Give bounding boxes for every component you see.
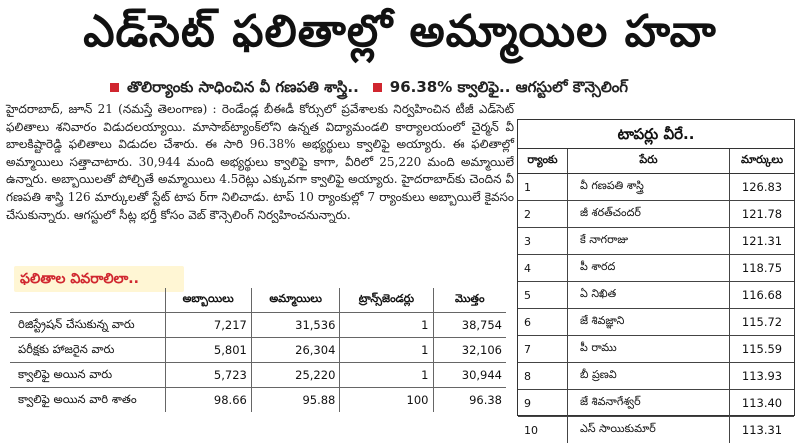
column-header-marks: మార్కులు: [730, 149, 795, 174]
cell: 95.88: [251, 388, 340, 413]
name-cell: జే శివనాగేశ్వర్: [568, 390, 730, 417]
column-header: [10, 288, 165, 313]
cell: 1: [340, 313, 433, 338]
subhead-item-2: 96.38% క్వాలిఫై.. ఆగస్టులో కౌన్సెలింగ్: [390, 78, 628, 96]
cell: 32,106: [433, 338, 506, 363]
bullet-icon: [110, 83, 119, 92]
rank-cell: 2: [518, 201, 568, 228]
rank-cell: 5: [518, 282, 568, 309]
column-header-total: మొత్తం: [433, 288, 506, 313]
table-row: పరీక్షకు హాజరైన వారు 5,801 26,304 1 32,1…: [10, 338, 506, 363]
marks-cell: 126.83: [730, 174, 795, 201]
column-header-transgender: ట్రాన్స్‌జెండర్లు: [340, 288, 433, 313]
name-cell: వీ గణపతి శాస్త్రి: [568, 174, 730, 201]
subheadline: తొలిర్యాంకు సాధించిన వీ గణపతి శాస్త్రి..…: [110, 74, 790, 100]
rank-cell: 9: [518, 390, 568, 417]
column-header-girls: అమ్మాయిలు: [251, 288, 340, 313]
column-header-boys: అబ్బాయిలు: [165, 288, 251, 313]
table-row: రిజిస్ట్రేషన్ చేసుకున్న వారు 7,217 31,53…: [10, 313, 506, 338]
cell: 1: [340, 363, 433, 388]
marks-cell: 121.78: [730, 201, 795, 228]
row-label: రిజిస్ట్రేషన్ చేసుకున్న వారు: [10, 313, 165, 338]
name-cell: పీ శారద: [568, 255, 730, 282]
marks-cell: 115.59: [730, 336, 795, 363]
cell: 5,723: [165, 363, 251, 388]
rank-cell: 3: [518, 228, 568, 255]
column-header-name: పేరు: [568, 149, 730, 174]
toppers-title: టాపర్లు వీరే..: [518, 120, 794, 149]
cell: 1: [340, 338, 433, 363]
cell: 26,304: [251, 338, 340, 363]
name-cell: కే నాగరాజు: [568, 228, 730, 255]
name-cell: జే శివజ్ఞాని: [568, 309, 730, 336]
table-header-row: అబ్బాయిలు అమ్మాయిలు ట్రాన్స్‌జెండర్లు మొ…: [10, 288, 506, 313]
cell: 7,217: [165, 313, 251, 338]
name-cell: ఏ నిఖిత: [568, 282, 730, 309]
rank-cell: 1: [518, 174, 568, 201]
cell: 100: [340, 388, 433, 413]
cell: 31,536: [251, 313, 340, 338]
cell: 5,801: [165, 338, 251, 363]
name-cell: బీ ప్రణవి: [568, 363, 730, 390]
column-header-rank: ర్యాంకు: [518, 149, 568, 174]
marks-cell: 113.40: [730, 390, 795, 417]
row-label: పరీక్షకు హాజరైన వారు: [10, 338, 165, 363]
name-cell: ఎస్ సాయికుమార్: [568, 417, 730, 443]
rank-cell: 10: [518, 417, 568, 443]
rank-cell: 8: [518, 363, 568, 390]
name-cell: పీ రాము: [568, 336, 730, 363]
table-header-row: ర్యాంకు పేరు మార్కులు: [518, 149, 794, 174]
table-row: క్వాలిఫై అయిన వారు 5,723 25,220 1 30,944: [10, 363, 506, 388]
subhead-item-1: తొలిర్యాంకు సాధించిన వీ గణపతి శాస్త్రి..: [127, 78, 359, 96]
headline: ఎడ్‌సెట్ ఫలితాల్లో అమ్మాయిల హవా: [0, 4, 800, 60]
rank-cell: 4: [518, 255, 568, 282]
cell: 25,220: [251, 363, 340, 388]
cell: 96.38: [433, 388, 506, 413]
marks-cell: 121.31: [730, 228, 795, 255]
row-label: క్వాలిఫై అయిన వారి శాతం: [10, 388, 165, 413]
name-cell: జీ శరత్‌చందర్: [568, 201, 730, 228]
rank-cell: 6: [518, 309, 568, 336]
rank-cell: 7: [518, 336, 568, 363]
marks-cell: 116.68: [730, 282, 795, 309]
row-label: క్వాలిఫై అయిన వారు: [10, 363, 165, 388]
bullet-icon: [373, 83, 382, 92]
marks-cell: 113.93: [730, 363, 795, 390]
table-row: క్వాలిఫై అయిన వారి శాతం 98.66 95.88 100 …: [10, 388, 506, 413]
article-body: హైదరాబాద్, జూన్ 21 (నమస్తే తెలంగాణ) : రె…: [6, 101, 514, 224]
marks-cell: 115.72: [730, 309, 795, 336]
marks-cell: 113.31: [730, 417, 795, 443]
cell: 30,944: [433, 363, 506, 388]
marks-cell: 118.75: [730, 255, 795, 282]
cell: 98.66: [165, 388, 251, 413]
cell: 38,754: [433, 313, 506, 338]
results-stats-table: అబ్బాయిలు అమ్మాయిలు ట్రాన్స్‌జెండర్లు మొ…: [10, 288, 506, 412]
